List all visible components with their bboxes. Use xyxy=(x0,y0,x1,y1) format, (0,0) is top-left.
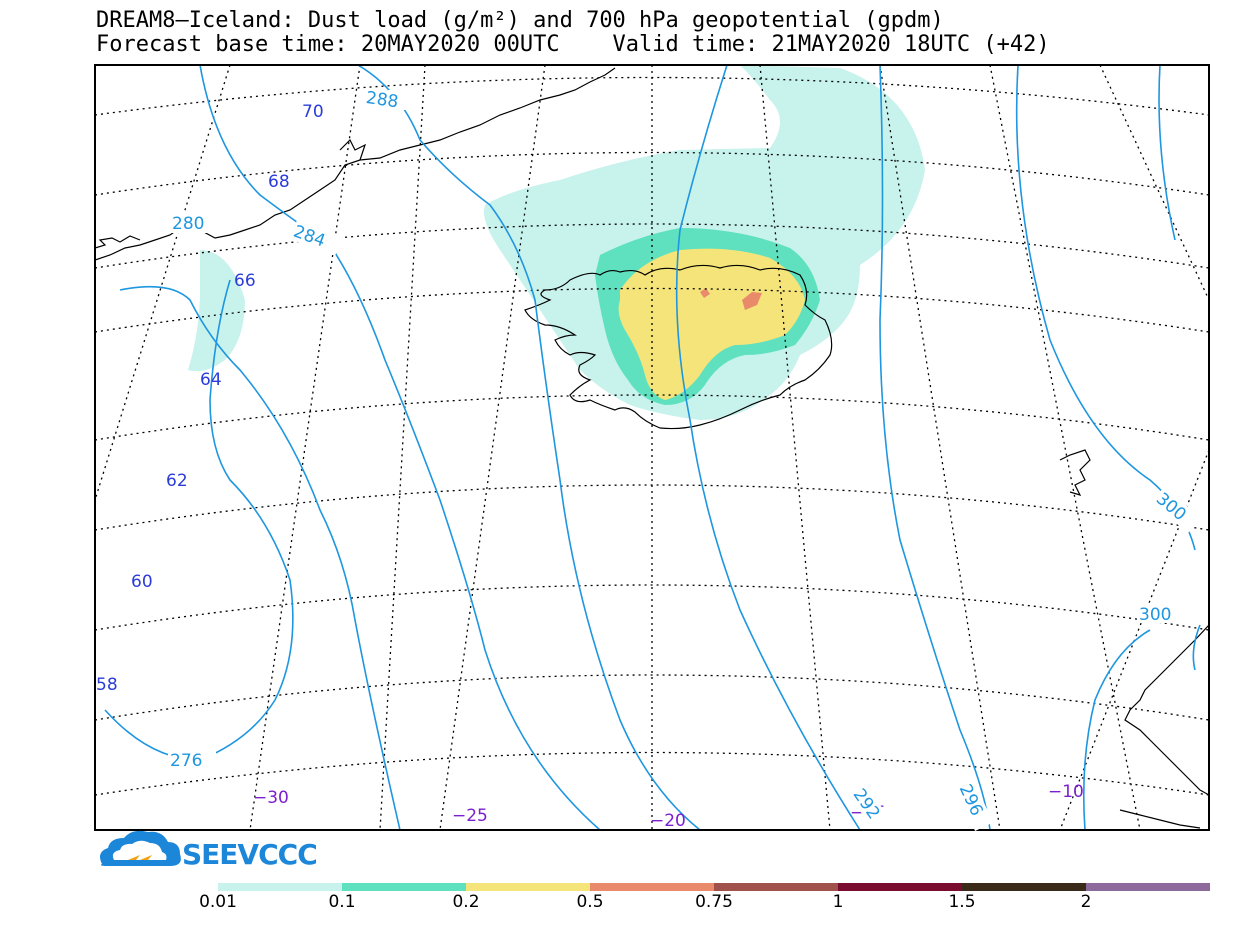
graticule xyxy=(95,65,1209,830)
colorbar-tick-label: 2 xyxy=(1080,892,1092,912)
lon-label: −30 xyxy=(253,788,289,808)
dust-level-05 xyxy=(742,292,762,310)
lat-label: 64 xyxy=(200,370,222,390)
colorbar-swatch xyxy=(1086,883,1210,891)
dust-level-05b xyxy=(700,288,710,298)
dust-level-02 xyxy=(618,248,805,400)
seevccc-cloud-icon xyxy=(100,830,181,866)
lon-label: −10 xyxy=(1048,782,1084,802)
contour-300c xyxy=(1158,65,1176,241)
map-content xyxy=(95,65,1209,830)
map-subtitle: Forecast base time: 20MAY2020 00UTC Vali… xyxy=(96,32,1050,57)
map-frame xyxy=(94,64,1210,831)
contour-296 xyxy=(879,65,991,830)
colorbar xyxy=(218,883,1210,891)
coastlines xyxy=(95,67,1209,829)
colorbar-swatch xyxy=(962,883,1086,891)
colorbar-tick-label: 0.5 xyxy=(576,892,604,912)
colorbar-swatch xyxy=(838,883,962,891)
colorbar-tick-label: 0.2 xyxy=(452,892,480,912)
geopotential-contours xyxy=(104,65,1201,830)
colorbar-swatch xyxy=(466,883,590,891)
seevccc-logo-text: SEEVCCC xyxy=(182,838,318,871)
contour-label: 284 xyxy=(291,222,328,252)
contour-288 xyxy=(357,65,701,830)
dust-load-fill xyxy=(188,65,925,420)
lon-label: −20 xyxy=(650,811,686,831)
contour-284 xyxy=(199,65,601,830)
dust-level-001-west xyxy=(188,250,245,372)
latitude-labels: 70 68 66 64 62 60 58 xyxy=(96,102,324,695)
lat-label: 70 xyxy=(302,102,324,122)
longitude-labels: −30 −25 −20 −15 −10 xyxy=(253,782,1084,831)
lat-label: 58 xyxy=(96,675,118,695)
contour-label: 280 xyxy=(172,214,204,234)
colorbar-swatch xyxy=(714,883,838,891)
iceland-coast xyxy=(524,264,833,430)
norway-coast xyxy=(1124,624,1209,796)
contour-280 xyxy=(119,285,401,830)
lat-label: 60 xyxy=(131,572,153,592)
colorbar-tick-label: 1.5 xyxy=(948,892,976,912)
contour-label: 300 xyxy=(1139,605,1171,625)
lon-label: −25 xyxy=(452,806,488,826)
colorbar-swatch xyxy=(218,883,342,891)
contour-label: 288 xyxy=(365,88,400,112)
lat-label: 68 xyxy=(268,172,290,192)
contour-292 xyxy=(675,65,861,830)
map-title: DREAM8—Iceland: Dust load (g/m²) and 700… xyxy=(96,8,944,33)
colorbar-swatch xyxy=(590,883,714,891)
colorbar-tick-label: 0.01 xyxy=(199,892,237,912)
contour-300a xyxy=(1015,65,1196,551)
colorbar-tick-label: 0.1 xyxy=(328,892,356,912)
lat-label: 66 xyxy=(234,271,256,291)
colorbar-tick-label: 1 xyxy=(832,892,844,912)
colorbar-tick-label: 0.75 xyxy=(695,892,733,912)
contour-label: 276 xyxy=(170,751,202,771)
contour-300b xyxy=(1082,629,1151,830)
colorbar-swatch xyxy=(342,883,466,891)
lat-label: 62 xyxy=(166,471,188,491)
